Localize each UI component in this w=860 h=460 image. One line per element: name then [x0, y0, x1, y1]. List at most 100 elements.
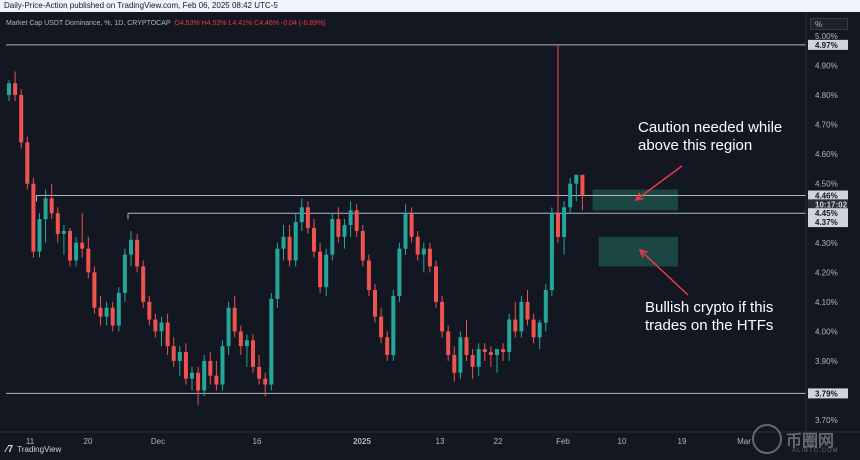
- candle: [104, 301, 109, 326]
- candle-body: [379, 316, 384, 338]
- candle-body: [336, 219, 341, 237]
- caution-arrow-shaft: [635, 165, 683, 201]
- time-axis[interactable]: 11 20 Dec 16 2025 13 22 Feb 10 19 Mar: [0, 431, 860, 446]
- candle-body: [141, 266, 146, 302]
- candle: [470, 349, 475, 379]
- candle-body: [80, 242, 85, 249]
- candle-body: [43, 198, 48, 220]
- candle: [318, 242, 323, 293]
- candle: [92, 266, 97, 314]
- candle-body: [312, 228, 316, 252]
- candle: [574, 174, 579, 202]
- watermark: 币圈网 ALIBTC.COM: [752, 424, 838, 454]
- y-tick-label: 4.90%: [815, 62, 838, 71]
- candle: [543, 284, 548, 332]
- zones-layer: [592, 189, 678, 267]
- candle: [336, 207, 341, 243]
- currency-selector[interactable]: %: [810, 18, 848, 30]
- candle: [13, 71, 18, 101]
- symbol-legend: Market Cap USDT Dominance, %, 1D, CRYPTO…: [6, 20, 326, 27]
- candle-body: [348, 210, 353, 226]
- x-tick-label: 20: [84, 437, 93, 446]
- candle-body: [165, 322, 170, 347]
- candle: [19, 89, 24, 149]
- candle-body: [476, 349, 481, 367]
- candle: [208, 352, 213, 385]
- candle: [25, 136, 30, 190]
- price-tag-label: 10:17:02: [815, 200, 848, 209]
- candle-body: [214, 375, 219, 385]
- y-tick-label: 5.00%: [815, 32, 838, 41]
- price-tag-bg: [808, 217, 848, 228]
- candle-body: [513, 319, 518, 332]
- candle: [135, 233, 140, 273]
- candle: [537, 319, 542, 350]
- candle-body: [159, 322, 164, 332]
- tradingview-logo-icon: ⁄7: [6, 444, 14, 455]
- candle-body: [531, 319, 536, 338]
- y-tick-label: 4.00%: [815, 327, 838, 336]
- publisher-bar: Daily-Price-Action published on TradingV…: [0, 0, 860, 12]
- candle-body: [7, 83, 11, 96]
- price-axis[interactable]: 5.00% 4.90% 4.80% 4.70% 4.60% 4.50% 4.30% 4.20%…: [805, 12, 848, 432]
- candle-body: [543, 290, 548, 323]
- x-tick-label: 22: [494, 437, 503, 446]
- candle-body: [263, 378, 268, 385]
- candle-body: [434, 266, 438, 302]
- candle-body: [415, 236, 420, 255]
- candle: [464, 319, 469, 361]
- candle: [31, 177, 36, 258]
- candle: [312, 219, 316, 258]
- candle: [427, 242, 432, 273]
- candle: [299, 198, 304, 231]
- candle-body: [397, 248, 402, 296]
- x-tick-label: 16: [253, 437, 262, 446]
- candle: [141, 260, 146, 308]
- candle: [153, 313, 158, 338]
- candle-body: [330, 219, 335, 255]
- y-tick-label: 4.60%: [815, 150, 838, 159]
- candle-body: [177, 352, 182, 361]
- x-tick-label: Feb: [556, 437, 570, 446]
- candle: [452, 346, 457, 382]
- candle: [238, 325, 243, 356]
- candle: [519, 295, 524, 338]
- candle-body: [305, 207, 310, 228]
- candle: [342, 219, 347, 249]
- x-tick-label: 11: [26, 437, 35, 446]
- candle: [324, 248, 329, 296]
- bullish-arrow-shaft: [639, 249, 689, 296]
- candle: [562, 201, 567, 255]
- candle-body: [446, 331, 451, 356]
- candle: [525, 290, 530, 326]
- watermark-logo-icon: [752, 424, 782, 454]
- candle-body: [342, 225, 347, 237]
- price-tag-label: 4.46%: [815, 192, 838, 201]
- candle: [434, 260, 438, 308]
- candle: [49, 183, 54, 220]
- candle-body: [37, 219, 42, 252]
- bullish-annotation: Bullish crypto if this trades on the HTF…: [645, 299, 773, 335]
- tradingview-logo[interactable]: ⁄7 TradingView: [6, 444, 61, 455]
- candle: [568, 177, 573, 214]
- candle-body: [452, 355, 457, 373]
- candle: [421, 242, 426, 273]
- candle-body: [574, 174, 579, 184]
- candle-body: [19, 95, 24, 143]
- candle-body: [281, 236, 286, 249]
- candle: [397, 242, 402, 302]
- price-tag-label: 4.37%: [815, 218, 838, 227]
- candles-layer: [7, 44, 585, 406]
- candle-body: [196, 372, 201, 391]
- candle-body: [232, 307, 237, 332]
- candle: [275, 242, 280, 308]
- candle-body: [116, 292, 121, 326]
- candle-body: [293, 222, 298, 261]
- price-tag-bg: [808, 190, 848, 201]
- y-tick-label: 4.30%: [815, 239, 838, 248]
- watermark-text: 币圈网: [786, 433, 835, 450]
- candle-body: [275, 248, 280, 299]
- candle-body: [190, 372, 194, 379]
- price-tag-bg: [808, 39, 848, 50]
